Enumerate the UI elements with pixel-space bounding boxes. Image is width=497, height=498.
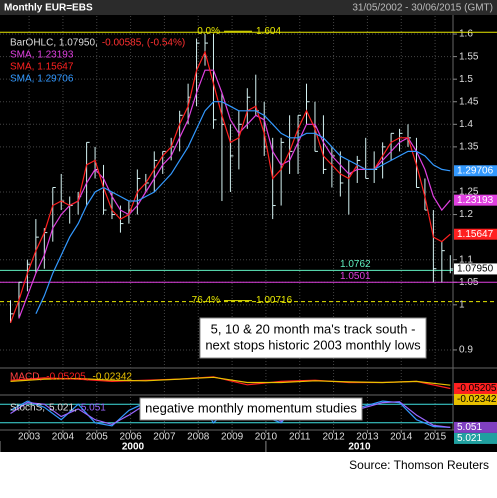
sma-value-label-box xyxy=(454,165,497,177)
x-tick-label: 2014 xyxy=(390,432,413,443)
sma-value-label: 1.23193 xyxy=(457,195,494,206)
y-tick-label: 0.9 xyxy=(459,345,473,356)
header-bar xyxy=(0,0,497,15)
x-tick-label: 2008 xyxy=(187,432,210,443)
macd-value-label: -0.02342 xyxy=(457,394,497,405)
y-tick-label: 1.4 xyxy=(459,119,473,130)
y-tick-label: 1.25 xyxy=(459,187,479,198)
decade-label: 2010 xyxy=(348,442,371,452)
annotation-text: 5, 10 & 20 month ma's track south - xyxy=(211,321,416,336)
date-range: 31/05/2002 - 30/06/2015 (GMT) xyxy=(352,3,493,14)
x-tick-label: 2011 xyxy=(289,432,311,443)
x-tick-label: 2003 xyxy=(18,432,41,443)
x-tick-label: 2005 xyxy=(86,432,109,443)
y-tick-label: 1.45 xyxy=(459,96,479,107)
legend-entry: SMA, 1.23193 xyxy=(10,50,74,61)
y-tick-label: 1.55 xyxy=(459,51,479,62)
legend-entry: 5.051 xyxy=(81,403,106,414)
x-tick-label: 2006 xyxy=(119,432,142,443)
annotation-text: next stops historic 2003 monthly lows xyxy=(205,337,421,352)
chart: Monthly EUR=EBS 31/05/2002 - 30/06/2015 … xyxy=(0,0,497,453)
annotation-box xyxy=(139,397,363,421)
x-tick-label: 2013 xyxy=(356,432,379,443)
close-value-label-box xyxy=(454,263,497,275)
decade-label: 2000 xyxy=(122,442,145,452)
macd-value-label: -0.05205 xyxy=(457,383,497,394)
x-tick-label: 2009 xyxy=(221,432,244,443)
y-tick-label: 1.35 xyxy=(459,142,479,153)
legend-entry: StochS, xyxy=(10,403,45,414)
legend-entry: SMA, 1.29706 xyxy=(10,74,74,85)
y-tick-label: 1.5 xyxy=(459,74,473,85)
x-tick-label: 2004 xyxy=(52,432,75,443)
sma-value-label-box xyxy=(454,194,497,206)
x-tick-label: 2012 xyxy=(322,432,345,443)
source: Source: Thomson Reuters xyxy=(349,458,489,472)
legend-entry: -0.05205, xyxy=(46,372,88,383)
stoch-value-label: 5.021 xyxy=(457,433,482,444)
level-prefix: 0.0% xyxy=(197,26,220,37)
annotation-box xyxy=(199,317,427,359)
y-tick-label: 1.6 xyxy=(459,29,473,40)
close-value-label: 1.07950 xyxy=(457,264,494,275)
legend-entry: -0.00585, (-0.54%) xyxy=(102,38,185,49)
background xyxy=(0,0,497,452)
sma-value-label-box xyxy=(454,228,497,240)
legend-entry: MACD, xyxy=(10,372,42,383)
level-prefix: 76.4% xyxy=(192,295,220,306)
level-label: 1.604 xyxy=(256,26,281,37)
sma-value-label: 1.29706 xyxy=(457,165,494,176)
sma-value-label: 1.15647 xyxy=(457,229,494,240)
level-label: 1.0762 xyxy=(340,259,371,270)
x-tick-label: 2010 xyxy=(255,432,278,443)
y-tick-label: 1.2 xyxy=(459,209,473,220)
macd-value-label-box xyxy=(454,393,497,405)
sma-line xyxy=(18,69,451,319)
level-label: 1.0501 xyxy=(340,271,371,282)
y-tick-label: 1 xyxy=(459,299,465,310)
legend-entry: 5.021, xyxy=(49,403,77,414)
sma-line xyxy=(35,101,451,315)
macd-value-label-box xyxy=(454,382,497,394)
macd-line xyxy=(10,376,451,386)
legend-entry: BarOHLC, 1.07950, xyxy=(10,38,98,49)
x-tick-label: 2007 xyxy=(153,432,176,443)
x-tick-label: 2015 xyxy=(424,432,447,443)
level-label: 1.00716 xyxy=(256,295,293,306)
stoch-value-label: 5.051 xyxy=(457,422,482,433)
annotation-text: negative monthly momentum studies xyxy=(145,400,357,415)
legend-entry: -0.02342 xyxy=(93,372,133,383)
legend-entry: SMA, 1.15647 xyxy=(10,62,74,73)
sma-line xyxy=(9,50,451,324)
chart-title: Monthly EUR=EBS xyxy=(4,3,93,14)
stoch-value-label-box xyxy=(454,421,497,433)
stoch-value-label-box xyxy=(454,432,497,444)
y-tick-label: 1.1 xyxy=(459,254,473,265)
